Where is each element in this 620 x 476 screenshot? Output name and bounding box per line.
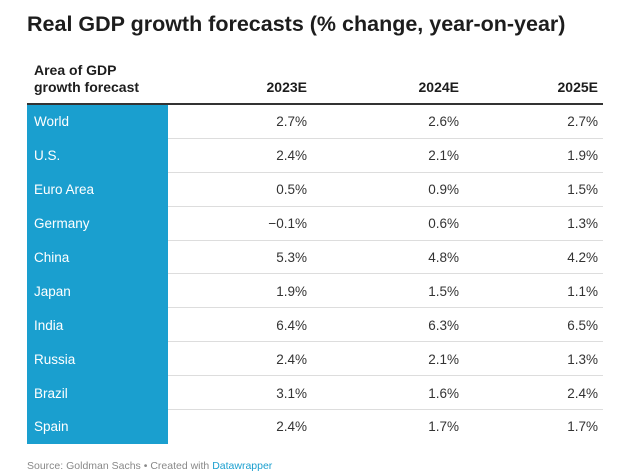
value-cell-2023e: 6.4% [168, 308, 307, 342]
table-row: China 5.3% 4.8% 4.2% [27, 241, 603, 275]
column-header-2023e: 2023E [168, 79, 307, 95]
area-header-line-2: growth forecast [34, 79, 139, 96]
area-cell: Russia [27, 342, 168, 376]
value-cell-2023e: 0.5% [168, 173, 307, 207]
datawrapper-link[interactable]: Datawrapper [212, 460, 272, 472]
value-cell-2024e: 6.3% [307, 308, 459, 342]
value-cell-2023e: −0.1% [168, 207, 307, 241]
table-row: Japan 1.9% 1.5% 1.1% [27, 274, 603, 308]
area-column-header: Area of GDP growth forecast [34, 62, 139, 96]
area-cell: India [27, 308, 168, 342]
chart-title: Real GDP growth forecasts (% change, yea… [27, 12, 565, 37]
value-cell-2023e: 2.4% [168, 139, 307, 173]
area-cell: U.S. [27, 139, 168, 173]
value-cell-2025e: 1.3% [459, 342, 598, 376]
value-cell-2024e: 1.6% [307, 376, 459, 410]
value-cell-2023e: 3.1% [168, 376, 307, 410]
area-cell: Germany [27, 207, 168, 241]
area-cell: World [27, 105, 168, 139]
area-cell: Euro Area [27, 173, 168, 207]
table-row: Euro Area 0.5% 0.9% 1.5% [27, 173, 603, 207]
table-row: Germany −0.1% 0.6% 1.3% [27, 207, 603, 241]
area-header-line-1: Area of GDP [34, 62, 139, 79]
value-cell-2025e: 2.7% [459, 105, 598, 139]
value-cell-2024e: 4.8% [307, 241, 459, 275]
area-cell: Japan [27, 274, 168, 308]
value-cell-2023e: 5.3% [168, 241, 307, 275]
table-body: World 2.7% 2.6% 2.7% U.S. 2.4% 2.1% 1.9% Euro Ar… [27, 105, 603, 444]
area-cell: China [27, 241, 168, 275]
value-cell-2025e: 6.5% [459, 308, 598, 342]
value-cell-2023e: 2.4% [168, 342, 307, 376]
value-cell-2025e: 1.7% [459, 410, 598, 444]
table-header: Area of GDP growth forecast 2023E 2024E … [27, 58, 603, 104]
value-cell-2024e: 2.1% [307, 342, 459, 376]
value-cell-2024e: 0.6% [307, 207, 459, 241]
value-cell-2024e: 1.7% [307, 410, 459, 444]
value-cell-2023e: 1.9% [168, 274, 307, 308]
value-cell-2025e: 4.2% [459, 241, 598, 275]
table-row: World 2.7% 2.6% 2.7% [27, 105, 603, 139]
table-row: U.S. 2.4% 2.1% 1.9% [27, 139, 603, 173]
column-header-2024e: 2024E [307, 79, 459, 95]
value-cell-2023e: 2.7% [168, 105, 307, 139]
value-cell-2025e: 1.9% [459, 139, 598, 173]
table-row: Brazil 3.1% 1.6% 2.4% [27, 376, 603, 410]
value-cell-2025e: 1.1% [459, 274, 598, 308]
table-row: Russia 2.4% 2.1% 1.3% [27, 342, 603, 376]
footer: Source: Goldman Sachs • Created with Dat… [27, 460, 272, 472]
table-row: Spain 2.4% 1.7% 1.7% [27, 410, 603, 444]
value-cell-2024e: 1.5% [307, 274, 459, 308]
area-cell: Brazil [27, 376, 168, 410]
value-cell-2024e: 2.1% [307, 139, 459, 173]
value-cell-2025e: 1.5% [459, 173, 598, 207]
value-cell-2025e: 1.3% [459, 207, 598, 241]
value-cell-2023e: 2.4% [168, 410, 307, 444]
value-cell-2024e: 0.9% [307, 173, 459, 207]
source-text: Source: Goldman Sachs • Created with [27, 460, 212, 472]
value-cell-2024e: 2.6% [307, 105, 459, 139]
area-cell: Spain [27, 410, 168, 444]
column-header-2025e: 2025E [459, 79, 598, 95]
value-cell-2025e: 2.4% [459, 376, 598, 410]
table-row: India 6.4% 6.3% 6.5% [27, 308, 603, 342]
